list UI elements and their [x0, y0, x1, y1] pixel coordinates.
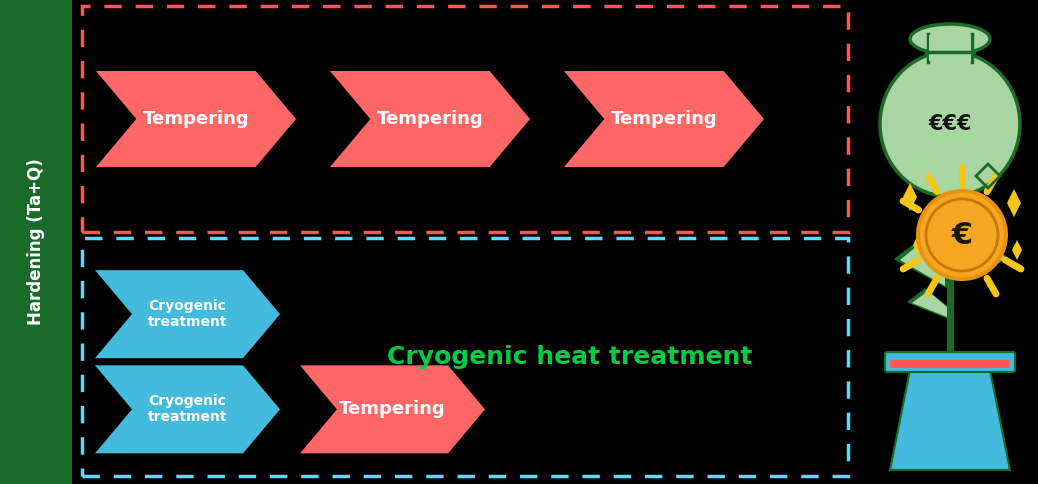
Polygon shape	[950, 242, 1008, 279]
Polygon shape	[1012, 240, 1022, 260]
FancyBboxPatch shape	[0, 0, 72, 484]
Text: Hardening (Ta+Q): Hardening (Ta+Q)	[27, 159, 45, 325]
Polygon shape	[908, 289, 950, 319]
Text: €: €	[952, 221, 973, 249]
Polygon shape	[890, 370, 1010, 470]
Polygon shape	[95, 71, 296, 167]
Polygon shape	[95, 270, 280, 358]
FancyBboxPatch shape	[890, 360, 1010, 368]
Text: Tempering: Tempering	[610, 110, 717, 128]
FancyBboxPatch shape	[929, 35, 971, 61]
Circle shape	[926, 199, 998, 271]
Text: Cryogenic
treatment: Cryogenic treatment	[147, 394, 227, 424]
FancyBboxPatch shape	[928, 34, 972, 62]
Polygon shape	[913, 235, 923, 255]
Text: €€€: €€€	[928, 114, 972, 134]
Circle shape	[920, 193, 1004, 277]
Polygon shape	[300, 365, 485, 454]
Text: Tempering: Tempering	[142, 110, 249, 128]
Polygon shape	[900, 246, 945, 286]
Polygon shape	[903, 183, 917, 211]
Circle shape	[916, 189, 1008, 281]
Polygon shape	[1007, 189, 1021, 217]
Text: Tempering: Tempering	[339, 400, 445, 418]
Polygon shape	[95, 365, 280, 454]
Polygon shape	[330, 71, 530, 167]
Text: Cryogenic
treatment: Cryogenic treatment	[147, 299, 227, 329]
Ellipse shape	[880, 51, 1020, 197]
Polygon shape	[912, 291, 947, 317]
Polygon shape	[564, 71, 764, 167]
Ellipse shape	[910, 24, 990, 54]
Text: Cryogenic heat treatment: Cryogenic heat treatment	[387, 345, 753, 369]
FancyBboxPatch shape	[885, 352, 1015, 372]
Polygon shape	[895, 244, 950, 289]
Text: Tempering: Tempering	[377, 110, 484, 128]
